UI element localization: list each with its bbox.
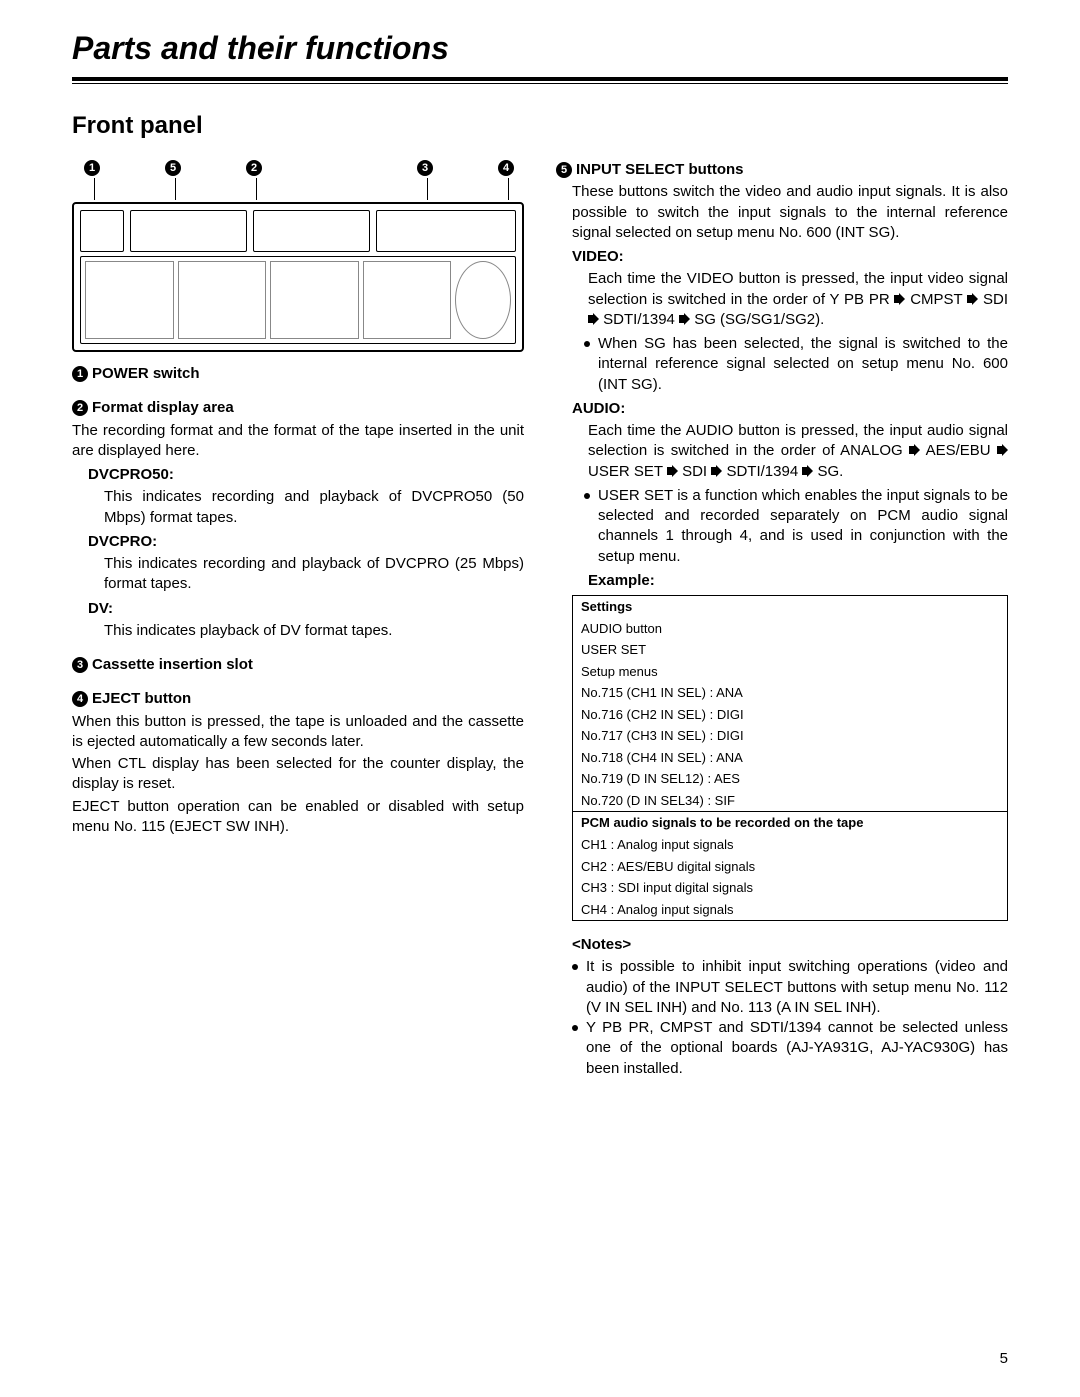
item-2-head: 2Format display area [72,398,524,418]
item-5-head: 5INPUT SELECT buttons [556,160,1008,180]
item-3-head: 3Cassette insertion slot [72,655,524,675]
arrow-icon [802,466,813,476]
callout-2: 2 [246,160,262,176]
arrow-icon [588,314,599,324]
item-4-head: 4EJECT button [72,689,524,709]
dvcpro50-body: This indicates recording and playback of… [104,487,524,528]
page-number: 5 [1000,1350,1008,1367]
right-column: 5INPUT SELECT buttons These buttons swit… [556,160,1008,1079]
example-label: Example: [588,571,1008,591]
manual-page: Parts and their functions Front panel 1 … [0,0,1080,1397]
item-4-p1: When this button is pressed, the tape is… [72,712,524,753]
rule-thin [72,83,1008,84]
two-column-layout: 1 5 2 3 4 [72,160,1008,1079]
dvcpro50-label: DVCPRO50: [88,465,524,485]
arrow-icon [679,314,690,324]
dvcpro-label: DVCPRO: [88,532,524,552]
audio-label: AUDIO: [572,399,1008,419]
device-diagram: 1 5 2 3 4 [72,160,524,340]
arrow-icon [997,445,1008,455]
video-bullet: When SG has been selected, the signal is… [584,334,1008,395]
chapter-title: Parts and their functions [72,30,1008,67]
item-4-p3: EJECT button operation can be enabled or… [72,797,524,838]
dv-body: This indicates playback of DV format tap… [104,621,524,641]
arrow-icon [967,294,978,304]
left-column: 1 5 2 3 4 [72,160,524,1079]
note-2: Y PB PR, CMPST and SDTI/1394 cannot be s… [572,1018,1008,1079]
arrow-icon [711,466,722,476]
callout-3: 3 [417,160,433,176]
video-body: Each time the VIDEO button is pressed, t… [588,269,1008,330]
dv-label: DV: [88,599,524,619]
item-4-p2: When CTL display has been selected for t… [72,754,524,795]
dvcpro-body: This indicates recording and playback of… [104,554,524,595]
example-table: Settings AUDIO button USER SET Setup men… [572,595,1008,921]
callout-1: 1 [84,160,100,176]
callout-5: 5 [165,160,181,176]
rule-thick [72,77,1008,81]
audio-bullet: USER SET is a function which enables the… [584,486,1008,567]
callout-4: 4 [498,160,514,176]
note-1: It is possible to inhibit input switchin… [572,957,1008,1018]
arrow-icon [667,466,678,476]
item-5-body: These buttons switch the video and audio… [572,182,1008,243]
item-1-head: 1POWER switch [72,364,524,384]
section-title: Front panel [72,112,1008,140]
item-2-body: The recording format and the format of t… [72,421,524,462]
audio-body: Each time the AUDIO button is pressed, t… [588,421,1008,482]
notes-label: <Notes> [572,935,1008,955]
arrow-icon [909,445,920,455]
arrow-icon [894,294,905,304]
video-label: VIDEO: [572,247,1008,267]
